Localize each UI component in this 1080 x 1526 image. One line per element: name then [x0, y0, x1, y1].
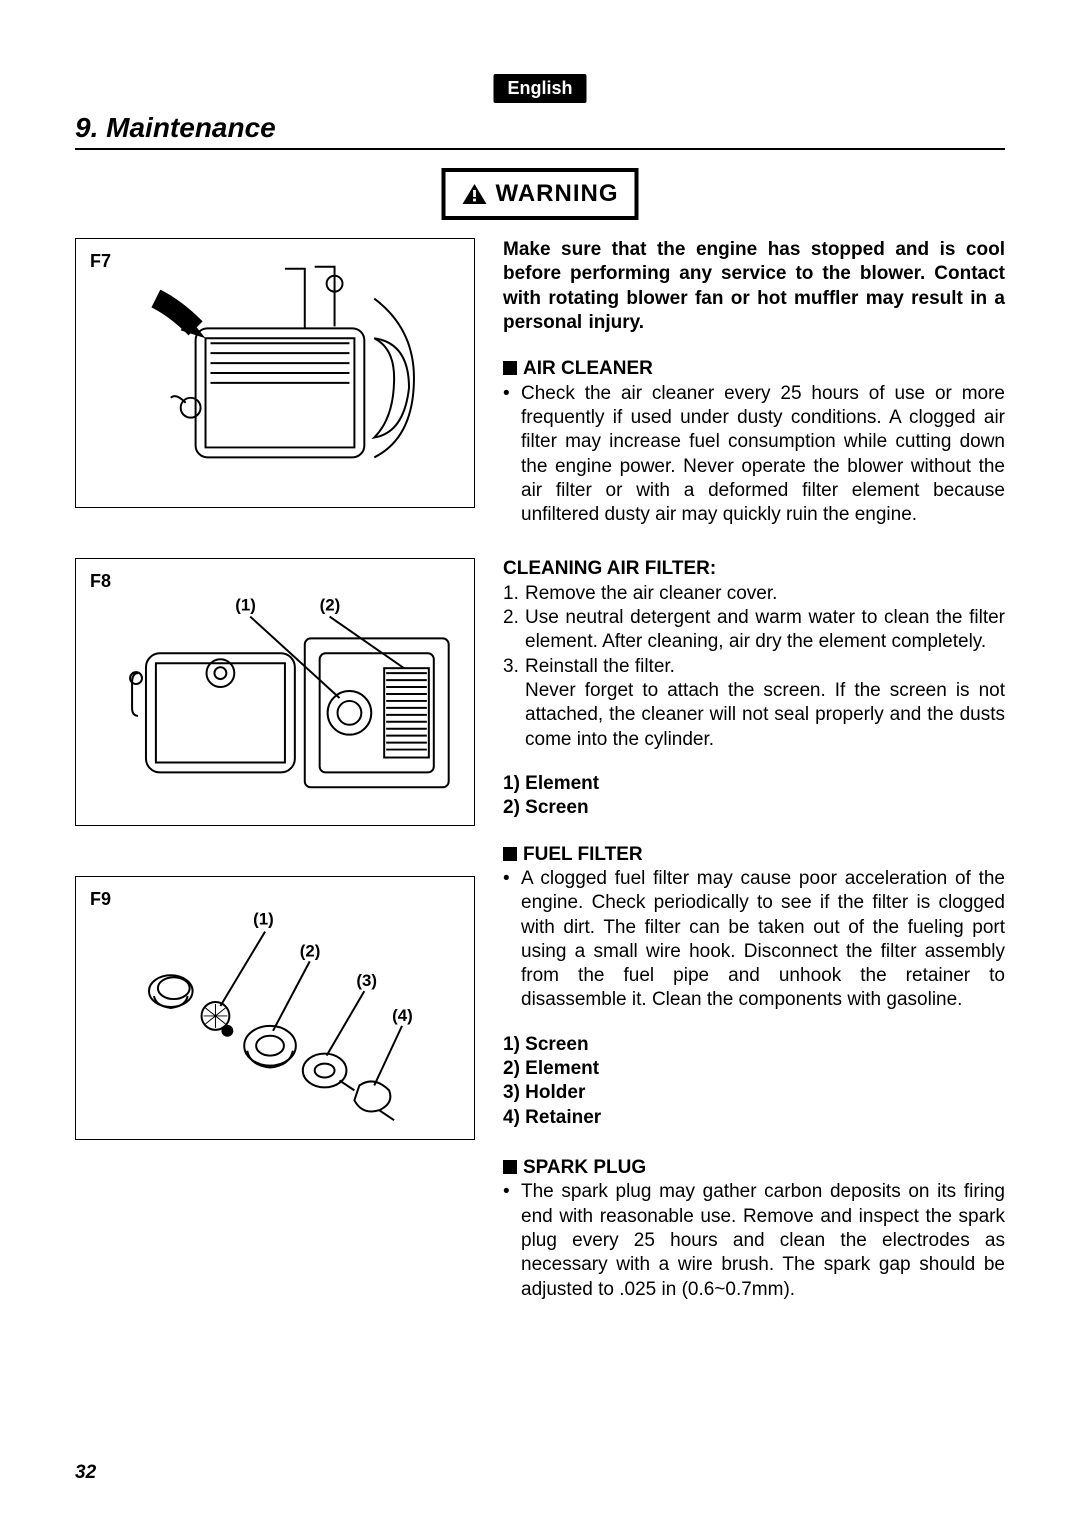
f9-legend-3: 3) Holder — [503, 1081, 1005, 1105]
figure-f8-callout-1: (1) — [235, 596, 256, 615]
fuel-filter-body: • A clogged fuel filter may cause poor a… — [503, 867, 1005, 1013]
section-number: 9. — [75, 112, 98, 143]
figure-f9-callout-1: (1) — [253, 910, 274, 929]
f9-legend: 1) Screen 2) Element 3) Holder 4) Retain… — [503, 1033, 1005, 1130]
f8-legend: 1) Element 2) Screen — [503, 772, 1005, 821]
section-title-text: Maintenance — [106, 112, 276, 143]
language-badge: English — [493, 74, 586, 103]
cleaning-step-3-note: Never forget to attach the screen. If th… — [503, 679, 1005, 752]
f9-legend-2: 2) Element — [503, 1057, 1005, 1081]
warning-box: WARNING — [442, 168, 639, 220]
cleaning-step-2: 2.Use neutral detergent and warm water t… — [503, 606, 1005, 655]
fuel-filter-heading: FUEL FILTER — [503, 843, 1005, 867]
figure-f7-drawing-icon — [76, 239, 474, 507]
figure-f9-callout-4: (4) — [392, 1006, 413, 1025]
air-cleaner-body: • Check the air cleaner every 25 hours o… — [503, 382, 1005, 528]
page-number: 32 — [75, 1462, 96, 1484]
warning-lead: Make sure that the engine has stopped an… — [503, 238, 1005, 335]
cleaning-step-3: 3.Reinstall the filter. — [503, 655, 1005, 679]
spark-plug-body: • The spark plug may gather carbon depos… — [503, 1180, 1005, 1302]
f9-legend-4: 4) Retainer — [503, 1106, 1005, 1130]
section-title: 9. Maintenance — [75, 112, 1005, 150]
figures-column: F7 F8 — [75, 238, 475, 1302]
figure-f8-callout-2: (2) — [320, 596, 341, 615]
figure-f8: F8 — [75, 558, 475, 826]
figure-f9-callout-2: (2) — [300, 941, 321, 960]
cleaning-step-1: 1.Remove the air cleaner cover. — [503, 582, 1005, 606]
figure-f9-drawing-icon: (1) (2) (3) (4) — [76, 877, 474, 1139]
spark-plug-heading: SPARK PLUG — [503, 1156, 1005, 1180]
air-cleaner-heading: AIR CLEANER — [503, 357, 1005, 381]
cleaning-filter-heading: CLEANING AIR FILTER: — [503, 557, 1005, 581]
warning-label: WARNING — [496, 180, 619, 208]
figure-f8-drawing-icon: (1) (2) — [76, 559, 474, 825]
f8-legend-1: 1) Element — [503, 772, 1005, 796]
text-column: Make sure that the engine has stopped an… — [503, 238, 1005, 1302]
figure-f9: F9 — [75, 876, 475, 1140]
figure-f9-callout-3: (3) — [356, 971, 377, 990]
figure-f7: F7 — [75, 238, 475, 508]
f9-legend-1: 1) Screen — [503, 1033, 1005, 1057]
f8-legend-2: 2) Screen — [503, 796, 1005, 820]
warning-icon — [462, 183, 488, 205]
